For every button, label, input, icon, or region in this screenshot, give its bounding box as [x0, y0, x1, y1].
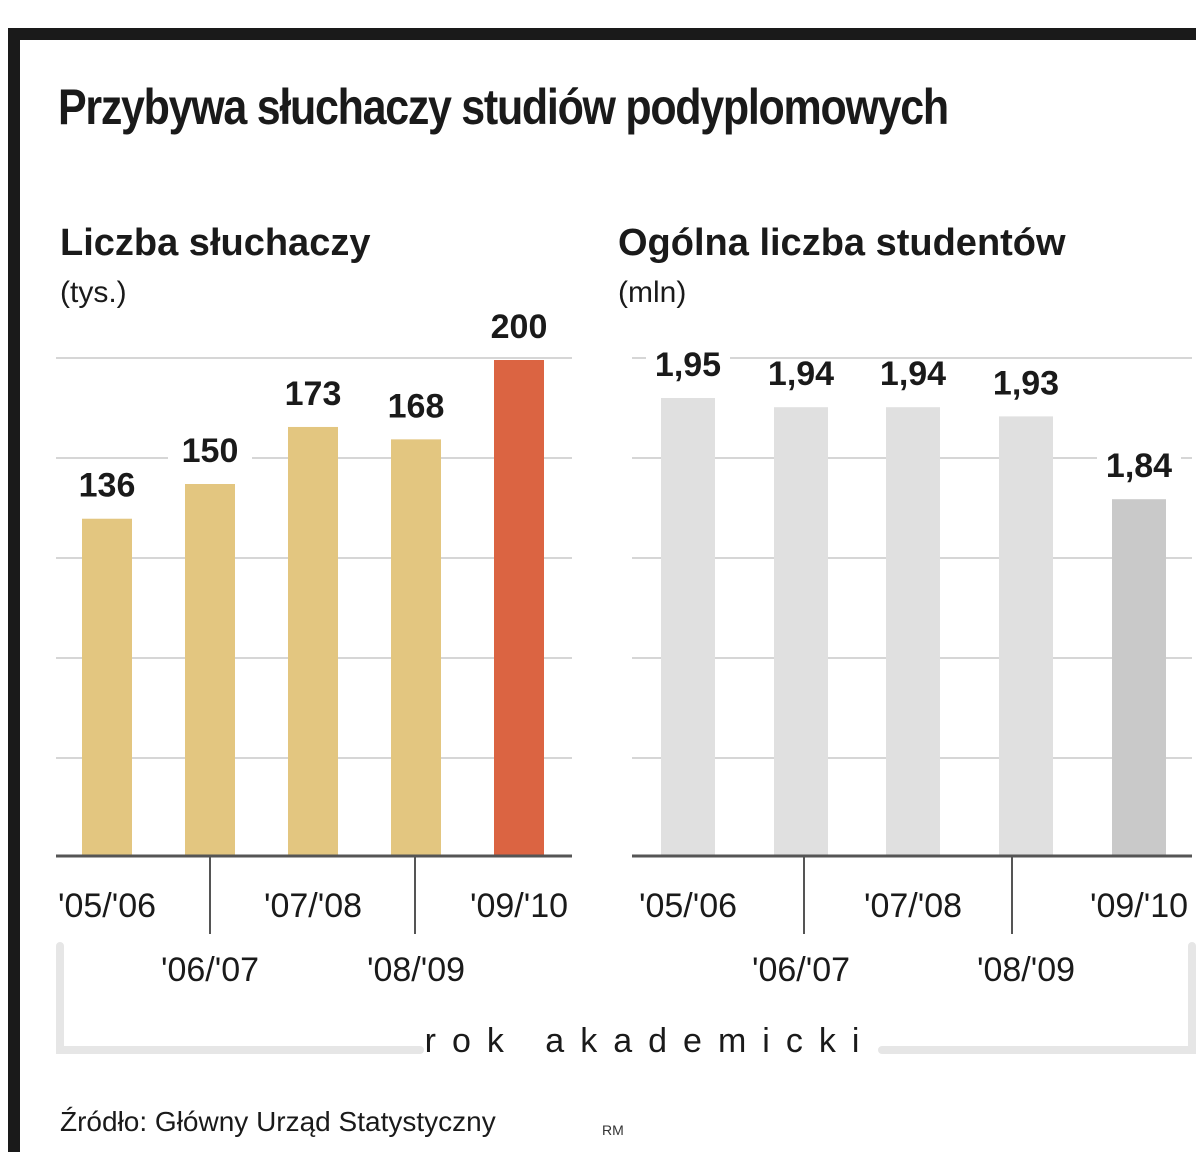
right-value-label: 1,84	[1106, 447, 1172, 485]
left-category-label: '09/'10	[470, 887, 568, 925]
left-chart: 136 150 173 168 200 '05/'06'06/'07'07/'08'08/…	[56, 308, 572, 989]
right-chart-unit: (mln)	[618, 276, 687, 309]
right-category-label: '08/'09	[977, 951, 1075, 989]
left-value-label-bg	[65, 470, 149, 507]
right-value-label-bg	[646, 350, 730, 386]
x-axis-caption: rok akademicki	[424, 1022, 876, 1060]
left-value-label-bg	[271, 378, 355, 415]
left-value-label-bg	[477, 312, 561, 348]
infographic-title: Przybywa słuchaczy studiów podyplomowych	[58, 79, 949, 135]
left-bar	[185, 484, 235, 856]
left-value-label: 200	[491, 308, 548, 346]
right-value-label-bg	[984, 368, 1068, 405]
left-category-label: '08/'09	[367, 951, 465, 989]
left-value-label: 168	[388, 387, 445, 425]
right-bar	[661, 398, 715, 856]
axis-bracket	[56, 942, 1196, 1054]
right-category-label: '05/'06	[639, 887, 737, 925]
left-bar	[288, 426, 338, 856]
right-value-label-bg	[1097, 451, 1181, 488]
right-value-label: 1,94	[880, 355, 946, 393]
author-credit: RM	[602, 1122, 624, 1138]
bracket-left-arm	[56, 942, 424, 1054]
right-value-label-bg	[871, 359, 955, 396]
left-value-label-bg	[168, 436, 252, 472]
right-category-label: '07/'08	[864, 887, 962, 925]
right-bar	[774, 407, 828, 856]
right-value-label: 1,94	[768, 355, 834, 393]
left-category-label: '07/'08	[264, 887, 362, 925]
right-bar	[886, 407, 940, 856]
left-bar	[494, 360, 544, 856]
bracket-right-arm	[878, 942, 1196, 1054]
right-category-label: '06/'07	[752, 951, 850, 989]
left-category-label: '05/'06	[58, 887, 156, 925]
left-chart-unit: (tys.)	[60, 276, 127, 309]
right-category-label: '09/'10	[1090, 887, 1188, 925]
source-note: Źródło: Główny Urząd Statystyczny	[60, 1106, 496, 1137]
right-value-label-bg	[759, 359, 843, 396]
left-bar	[391, 439, 441, 856]
frame-top-bar	[8, 28, 1196, 40]
left-category-label: '06/'07	[161, 951, 259, 989]
right-chart: 1,95 1,94 1,94 1,93 1,84 '05/'06 '06/'07 '07/'0…	[632, 346, 1192, 989]
right-chart-title: Ogólna liczba studentów	[618, 222, 1066, 264]
right-value-label: 1,93	[993, 364, 1059, 402]
right-bar	[1112, 499, 1166, 856]
left-chart-title: Liczba słuchaczy	[60, 222, 371, 264]
left-value-label: 173	[285, 375, 342, 413]
frame-left-bar	[8, 28, 20, 1152]
left-value-label: 150	[182, 432, 239, 470]
right-value-label: 1,95	[655, 346, 721, 384]
left-value-label: 136	[79, 467, 136, 505]
right-bar	[999, 416, 1053, 856]
left-bar	[82, 518, 132, 856]
left-value-label-bg	[374, 391, 458, 428]
